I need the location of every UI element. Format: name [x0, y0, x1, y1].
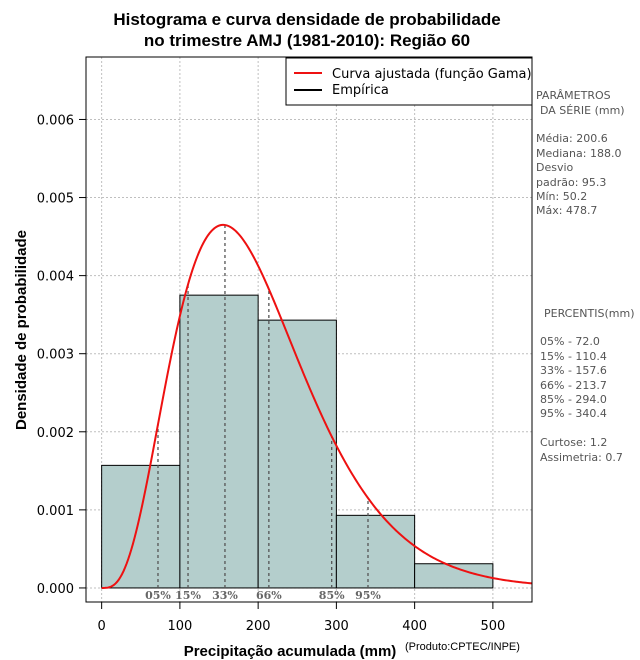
y-tick-label-4: 0.004: [37, 270, 74, 285]
param-media: Média: 200.6: [536, 132, 608, 145]
legend-label-empirical: Empírica: [332, 83, 389, 98]
percentil-15: 15% - 110.4: [540, 350, 607, 363]
chart-title-line2: no trimestre AMJ (1981-2010): Região 60: [144, 31, 470, 50]
percentile-label-1: 15%: [175, 589, 201, 602]
x-tick-label-0: 0: [98, 619, 106, 634]
percentile-label-5: 95%: [355, 589, 381, 602]
y-tick-label-2: 0.002: [37, 426, 74, 441]
y-tick-label-3: 0.003: [37, 348, 74, 363]
percentil-95: 95% - 340.4: [540, 407, 607, 420]
percentile-markers: 05% 15% 33% 66% 85% 95%: [145, 225, 381, 602]
fitted-curve-layer: [101, 223, 533, 589]
percentile-label-4: 85%: [319, 589, 345, 602]
x-tick-label-2: 200: [246, 619, 271, 634]
param-max: Máx: 478.7: [536, 204, 597, 217]
y-axis: 0.000 0.001 0.002 0.003 0.004 0.005 0.006: [37, 113, 87, 597]
histogram-bars: [101, 294, 494, 589]
percentis-title: PERCENTIS(mm): [544, 307, 635, 320]
stat-curtose: Curtose: 1.2: [540, 436, 607, 449]
x-tick-label-5: 500: [480, 619, 505, 634]
params-title-2: DA SÉRIE (mm): [540, 104, 625, 117]
y-tick-label-0: 0.000: [37, 582, 74, 597]
y-tick-label-1: 0.001: [37, 504, 74, 519]
y-tick-label-6: 0.006: [37, 113, 74, 128]
histogram-bar-2: [257, 319, 337, 589]
x-tick-label-1: 100: [167, 619, 192, 634]
y-axis-title: Densidade de probabilidade: [13, 230, 30, 430]
legend-label-fitted-curve: Curva ajustada (função Gama): [332, 67, 532, 82]
percentile-label-2: 33%: [212, 589, 238, 602]
histogram-bar-1: [179, 294, 259, 589]
percentiles-panel: PERCENTIS(mm) 05% - 72.0 15% - 110.4 33%…: [540, 307, 635, 464]
y-tick-label-5: 0.005: [37, 192, 74, 207]
product-credit: (Produto:CPTEC/INPE): [405, 641, 520, 653]
percentil-05: 05% - 72.0: [540, 335, 600, 348]
percentile-label-3: 66%: [256, 589, 282, 602]
x-tick-label-4: 400: [402, 619, 427, 634]
x-axis: 0 100 200 300 400 500: [98, 601, 505, 634]
param-min: Mín: 50.2: [536, 190, 587, 203]
legend-box: [285, 57, 533, 106]
histogram-bar-3: [335, 514, 416, 589]
params-title-1: PARÂMETROS: [536, 89, 611, 102]
param-desvio-value: padrão: 95.3: [536, 176, 606, 189]
legend: Curva ajustada (função Gama) Empírica: [285, 57, 533, 106]
stat-assimetria: Assimetria: 0.7: [540, 451, 623, 464]
param-mediana: Mediana: 188.0: [536, 147, 621, 160]
histogram-bar-0: [101, 464, 181, 589]
fitted-gamma-curve: [101, 223, 533, 589]
percentil-66: 66% - 213.7: [540, 379, 607, 392]
x-axis-title: Precipitação acumulada (mm): [184, 643, 397, 660]
percentil-33: 33% - 157.6: [540, 364, 607, 377]
x-tick-label-3: 300: [324, 619, 349, 634]
chart-title-line1: Histograma e curva densidade de probabil…: [113, 10, 500, 29]
param-desvio-label: Desvio: [536, 161, 574, 174]
series-parameters-panel: PARÂMETROS DA SÉRIE (mm) Média: 200.6 Me…: [536, 89, 625, 217]
percentil-85: 85% - 294.0: [540, 393, 607, 406]
percentile-label-0: 05%: [145, 589, 171, 602]
